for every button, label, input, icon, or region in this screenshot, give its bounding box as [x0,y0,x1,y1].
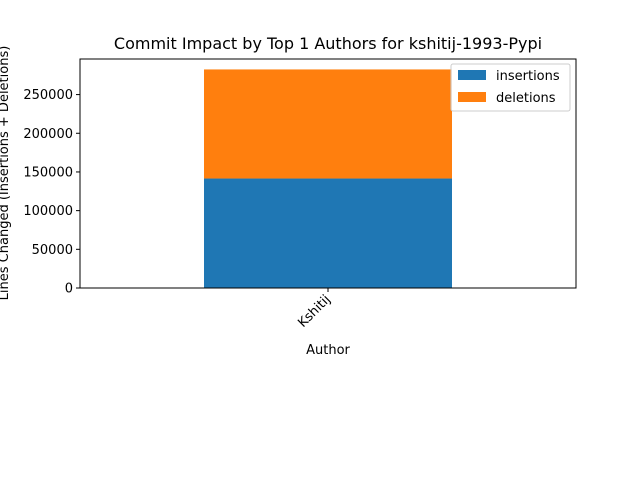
x-axis: Kshitij [295,288,334,331]
legend-swatch-insertions [458,70,486,80]
legend-label-insertions: insertions [496,69,560,84]
legend: insertions deletions [450,63,571,112]
legend-swatch-deletions [458,92,486,102]
legend-label-deletions: deletions [496,91,556,106]
x-tick-label: Kshitij [295,292,334,331]
chart-title: Commit Impact by Top 1 Authors for kshit… [114,34,542,53]
y-tick-label: 200000 [23,127,73,142]
y-tick-label: 100000 [23,204,73,219]
y-tick-label: 150000 [23,165,73,180]
y-tick-label: 250000 [23,88,73,103]
y-axis-label: Lines Changed (Insertions + Deletions) [0,46,12,301]
bar-insertions-kshitij [204,178,452,288]
y-axis: 0 50000 100000 150000 200000 250000 [23,88,80,297]
y-tick-label: 0 [65,282,73,297]
y-tick-label: 50000 [32,243,73,258]
x-axis-label: Author [306,343,350,358]
bar-deletions-kshitij [204,69,452,179]
bars-layer [204,69,452,288]
